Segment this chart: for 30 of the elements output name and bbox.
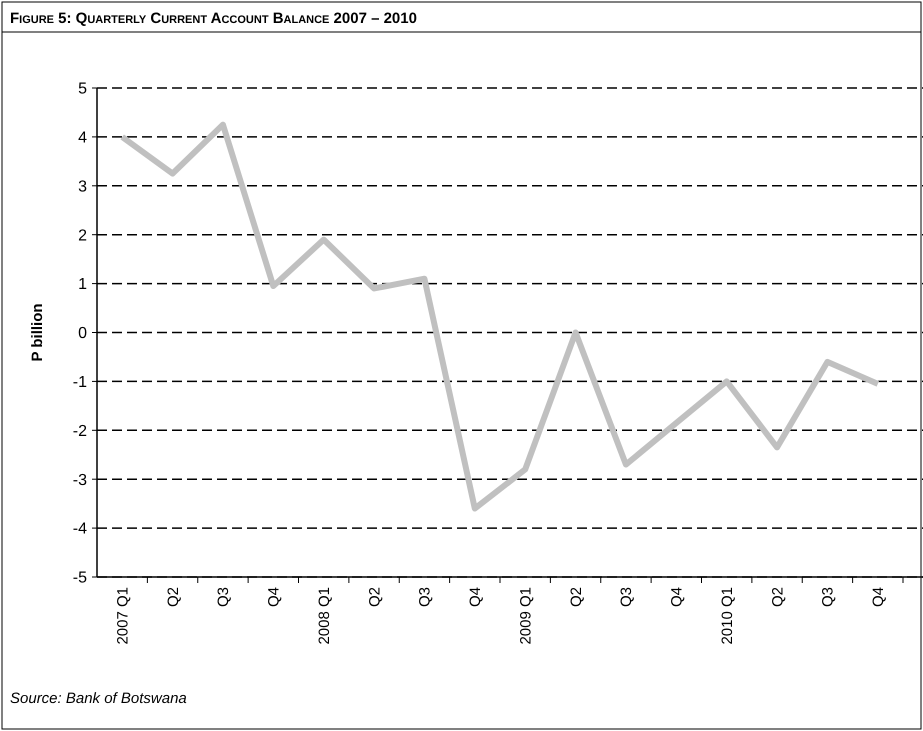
y-tick-label: 1 [78,276,88,294]
chart-title: Figure 5: Quarterly Current Account Balance 2007 – 2010 [10,10,417,27]
x-tick-label: Q2 [568,587,585,608]
y-tick-label: -3 [72,472,88,489]
x-tick-label: Q3 [416,587,434,608]
y-tick-label: -5 [72,570,88,587]
x-tick-label: Q4 [467,587,484,608]
x-tick-label: Q4 [266,587,283,608]
y-tick-label: 2 [78,227,88,244]
y-tick-label: 3 [78,178,88,196]
x-tick-label: 2009 Q1 [517,587,534,645]
x-tick-label: Q3 [215,587,232,608]
x-tick-label: Q2 [366,587,384,608]
y-tick-label: -2 [72,422,88,440]
y-tick-label: 0 [78,325,88,342]
x-tick-label: Q3 [820,587,837,608]
x-tick-label: 2010 Q1 [718,587,736,645]
x-tick-label: 2007 Q1 [114,587,132,645]
x-tick-label: Q2 [164,587,182,608]
y-tick-label: -1 [72,374,88,391]
y-tick-label: 5 [78,80,88,98]
x-tick-label: Q3 [618,587,636,608]
x-tick-label: 2008 Q1 [316,587,333,645]
y-tick-label: -4 [72,520,88,538]
x-tick-label: Q2 [769,587,786,608]
source-note: Source: Bank of Botswana [10,690,187,707]
y-tick-label: 4 [78,130,88,146]
x-tick-label: Q4 [870,587,888,608]
y-axis-title: P billion [29,303,46,362]
x-tick-label: Q4 [668,587,686,608]
